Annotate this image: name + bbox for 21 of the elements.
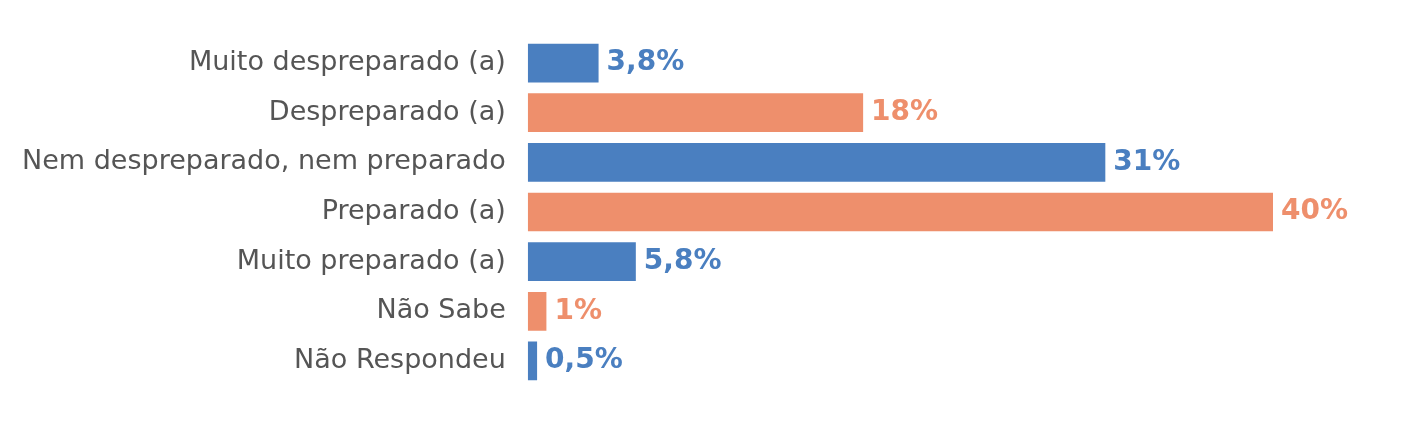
y-tick-label: Muito preparado (a)	[236, 243, 506, 275]
data-label: 31%	[1113, 143, 1181, 177]
data-label: 0,5%	[545, 342, 623, 376]
bar	[527, 43, 599, 83]
bar	[527, 242, 636, 282]
y-tick-label: Não Respondeu	[294, 342, 506, 374]
y-tick-label: Não Sabe	[376, 293, 506, 325]
data-label: 40%	[1281, 193, 1349, 227]
bar	[527, 291, 547, 331]
bar	[527, 341, 538, 381]
data-label: 18%	[871, 93, 939, 127]
y-tick-label: Nem despreparado, nem preparado	[21, 144, 506, 176]
y-tick-label: Muito despreparado (a)	[188, 45, 506, 77]
y-tick-label: Despreparado (a)	[268, 94, 506, 126]
data-label: 1%	[554, 292, 602, 326]
data-label: 3,8%	[606, 44, 685, 78]
y-tick-label: Preparado (a)	[321, 194, 506, 226]
bar	[527, 192, 1273, 232]
bar	[527, 142, 1106, 182]
data-label: 5,8%	[643, 242, 722, 276]
bar	[527, 93, 864, 133]
